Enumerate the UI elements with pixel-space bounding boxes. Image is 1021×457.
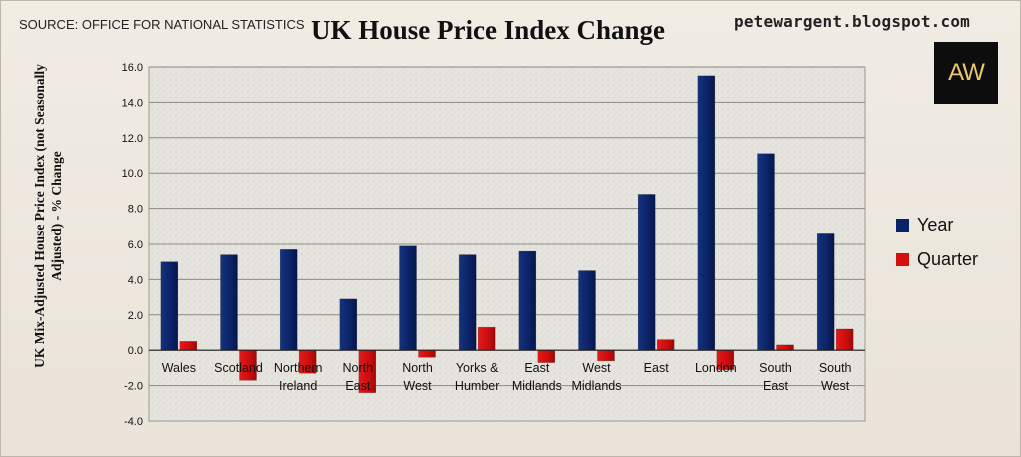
x-tick-label: Scotland xyxy=(214,361,263,375)
bar-year xyxy=(220,254,238,351)
logo-text: AW xyxy=(948,59,985,86)
bar-year xyxy=(697,75,716,351)
bar-year xyxy=(637,194,656,351)
legend-item-year: Year xyxy=(896,215,953,236)
x-tick-label: Yorks & Humber xyxy=(455,361,499,393)
bar-quarter xyxy=(477,326,496,351)
legend-item-quarter: Quarter xyxy=(896,249,978,270)
bar-year xyxy=(160,261,179,351)
y-tick-label: -2.0 xyxy=(124,381,143,393)
legend-label-year: Year xyxy=(917,215,954,235)
x-tick-label: West Midlands xyxy=(571,361,621,393)
x-tick-label: Northern Ireland xyxy=(274,361,323,393)
bars xyxy=(160,75,854,393)
bar-year xyxy=(757,153,775,351)
bar-quarter xyxy=(597,349,615,362)
bar-year xyxy=(578,270,596,351)
x-tick-label: Wales xyxy=(162,361,196,375)
bar-year xyxy=(816,233,835,351)
bar-quarter xyxy=(776,344,794,351)
y-tick-label: 6.0 xyxy=(128,239,143,251)
x-tick-label: South West xyxy=(819,361,852,393)
y-tick-label: 12.0 xyxy=(122,133,143,145)
bar-quarter xyxy=(835,328,854,351)
legend-swatch-quarter xyxy=(896,253,909,266)
y-tick-label: -4.0 xyxy=(124,416,143,428)
x-tick-label: London xyxy=(695,361,737,375)
y-tick-label: 14.0 xyxy=(122,97,143,109)
bar-year xyxy=(339,298,358,351)
x-tick-label: South East xyxy=(759,361,792,393)
bar-year xyxy=(458,254,477,351)
bar-year xyxy=(399,245,417,351)
legend-label-quarter: Quarter xyxy=(917,249,979,269)
bar-year xyxy=(518,250,537,351)
y-tick-label: 0.0 xyxy=(128,345,143,357)
y-tick-label: 8.0 xyxy=(128,204,143,216)
y-tick-label: 10.0 xyxy=(122,168,143,180)
source-note: SOURCE: OFFICE FOR NATIONAL STATISTICS xyxy=(19,17,305,32)
bar-quarter xyxy=(656,339,675,351)
legend-swatch-year xyxy=(896,219,909,232)
x-tick-label: North West xyxy=(402,361,433,393)
bar-year xyxy=(279,249,298,351)
bar-quarter xyxy=(418,349,436,358)
chart-title: UK House Price Index Change xyxy=(311,15,665,45)
axes: 16.0 14.0 12.0 10.0 8.0 6.0 4.0 2.0 0.0 -2.0 -4.0 W… xyxy=(122,62,865,428)
x-tick-label: East Midlands xyxy=(512,361,562,393)
y-tick-label: 2.0 xyxy=(128,310,143,322)
gridlines xyxy=(149,66,865,387)
website-link[interactable]: petewargent.blogspot.com xyxy=(734,12,970,31)
aw-logo: AW xyxy=(934,42,998,104)
x-tick-label: North East xyxy=(343,361,374,393)
x-tick-label: East xyxy=(644,361,670,375)
bar-quarter xyxy=(179,341,198,351)
y-tick-label: 16.0 xyxy=(122,62,143,74)
y-tick-label: 4.0 xyxy=(128,274,143,286)
